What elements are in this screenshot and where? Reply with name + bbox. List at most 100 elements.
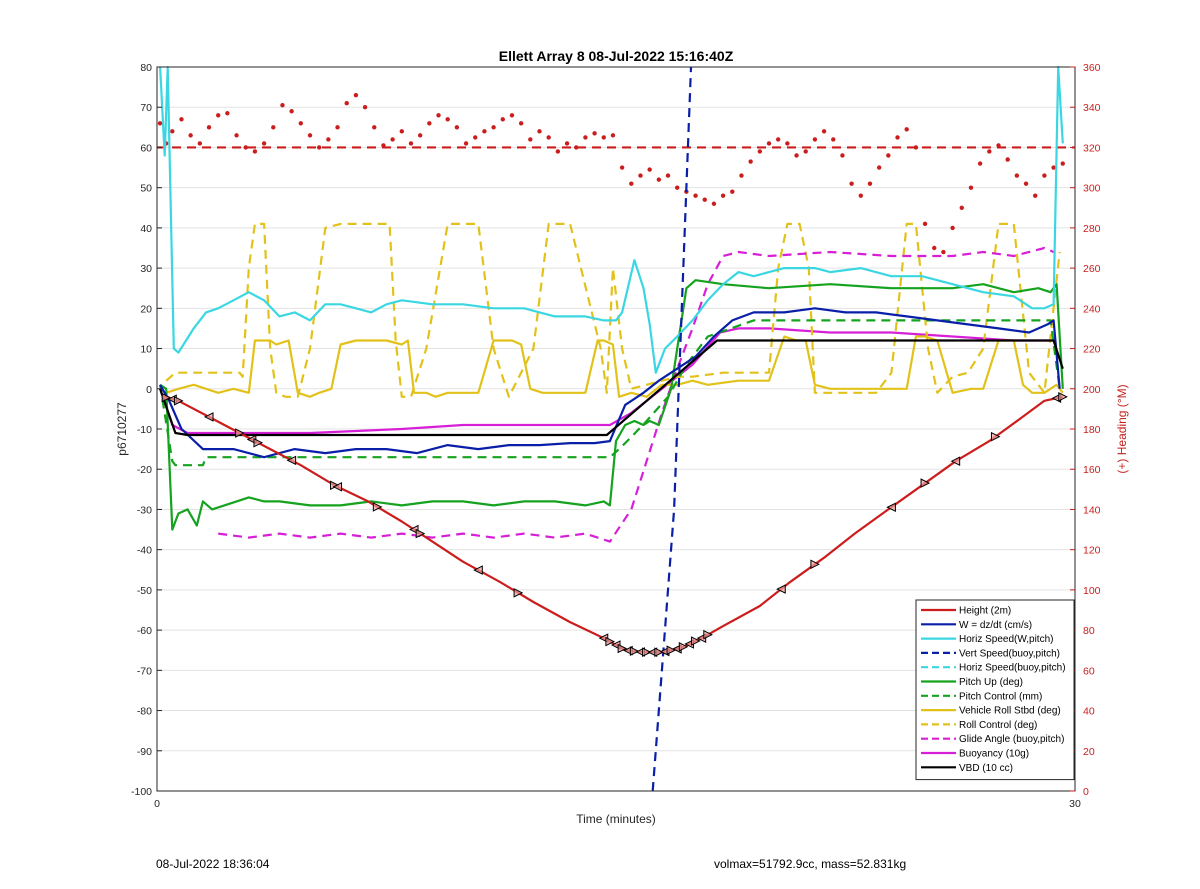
- footer-timestamp: 08-Jul-2022 18:36:04: [156, 857, 270, 871]
- series-line: [165, 222, 1061, 398]
- heading-point: [583, 135, 588, 140]
- legend-box: [915, 599, 1075, 781]
- heading-point: [803, 149, 808, 154]
- bottom-axis-ticks: 0 30: [154, 786, 1081, 810]
- heading-point: [344, 101, 349, 106]
- y-tick-label: -20: [137, 464, 152, 476]
- heading-point: [445, 117, 450, 122]
- height-markers: [161, 392, 1068, 658]
- heading-point: [170, 129, 175, 134]
- right-tick-label: 240: [1083, 303, 1101, 315]
- heading-point: [518, 121, 524, 126]
- y-tick-label: -60: [137, 625, 152, 637]
- legend-label: Buoyancy (10g): [959, 749, 1029, 760]
- y-tick-label: -90: [137, 746, 152, 758]
- right-tick-label: 160: [1083, 464, 1101, 476]
- heading-point: [886, 153, 891, 158]
- y-tick-label: 70: [140, 102, 152, 114]
- heading-point: [629, 181, 634, 186]
- heading-point: [197, 141, 203, 146]
- y-tick-label: -70: [137, 665, 152, 677]
- height-marker: [810, 559, 821, 570]
- heading-point: [1033, 193, 1038, 198]
- heading-point: [271, 125, 276, 130]
- y-tick-label: 40: [140, 223, 152, 235]
- heading-point: [408, 141, 414, 146]
- height-marker: [920, 478, 931, 488]
- legend-label: Glide Angle (buoy,pitch): [959, 734, 1064, 745]
- heading-point: [261, 141, 267, 146]
- series-line: [159, 339, 1064, 437]
- heading-point: [234, 133, 239, 138]
- heading-point: [821, 129, 827, 134]
- heading-point: [610, 133, 616, 138]
- heading-point: [399, 129, 404, 134]
- y-tick-label: -100: [131, 786, 152, 798]
- height-marker: [473, 565, 483, 575]
- right-tick-label: 120: [1083, 545, 1101, 557]
- right-tick-label: 340: [1083, 102, 1101, 114]
- heading-point: [243, 145, 248, 150]
- footer-volmax-mass: volmax=51792.9cc, mass=52.831kg: [714, 857, 907, 871]
- heading-point: [941, 249, 946, 255]
- heading-point: [1042, 173, 1047, 178]
- height-marker: [203, 412, 214, 422]
- heading-point: [987, 149, 992, 154]
- heading-point: [1023, 181, 1029, 186]
- height-marker: [286, 455, 297, 466]
- right-axis-ticks: 0 20 40 60 80 100 120 140 160 180 200 220 240 260 280 3…: [1070, 62, 1101, 798]
- heading-point: [463, 141, 469, 146]
- heading-point: [702, 197, 707, 202]
- heading-point: [280, 103, 285, 108]
- heading-point: [794, 153, 799, 158]
- heading-point: [417, 133, 423, 138]
- heading-point: [913, 145, 919, 150]
- height-marker: [629, 646, 640, 657]
- x-tick-label: 30: [1069, 798, 1081, 810]
- height-marker: [654, 647, 664, 658]
- heading-point: [482, 129, 487, 134]
- heading-point: [968, 185, 974, 190]
- heading-point: [206, 125, 212, 130]
- y-tick-label: -50: [137, 585, 152, 597]
- heading-point: [812, 137, 818, 142]
- height-marker: [332, 481, 343, 492]
- right-tick-label: 260: [1083, 263, 1101, 275]
- height-marker: [990, 431, 1001, 442]
- heading-point: [675, 185, 680, 190]
- right-tick-label: 20: [1083, 746, 1095, 758]
- heading-point: [996, 143, 1001, 148]
- height-marker: [666, 645, 677, 656]
- height-marker: [235, 428, 245, 438]
- heading-point: [1051, 165, 1056, 170]
- heading-point: [720, 193, 726, 198]
- legend-label: W = dz/dt (cm/s): [959, 620, 1032, 631]
- heading-point: [307, 133, 313, 138]
- chart-title: Ellett Array 8 08-Jul-2022 15:16:40Z: [499, 48, 734, 64]
- height-marker: [173, 396, 184, 406]
- heading-point: [555, 149, 561, 154]
- right-tick-label: 280: [1083, 223, 1101, 235]
- height-marker: [253, 437, 264, 448]
- height-marker: [617, 643, 628, 654]
- heading-point: [390, 137, 395, 142]
- heading-point: [601, 135, 606, 140]
- heading-point: [537, 129, 542, 134]
- heading-point: [1005, 157, 1010, 162]
- heading-point: [950, 225, 955, 231]
- right-tick-label: 320: [1083, 142, 1101, 154]
- legend-label: VBD (10 cc): [959, 763, 1013, 774]
- height-marker: [372, 502, 383, 512]
- heading-point: [427, 121, 432, 126]
- right-tick-label: 180: [1083, 424, 1101, 436]
- y-tick-label: 50: [140, 183, 152, 195]
- heading-point: [831, 137, 836, 142]
- legend: Height (2m) W = dz/dt (cm/s) Horiz Speed(W…: [915, 599, 1075, 781]
- legend-label: Vert Speed(buoy,pitch): [959, 648, 1060, 659]
- right-tick-label: 40: [1083, 706, 1095, 718]
- heading-point: [574, 145, 579, 150]
- heading-point: [647, 167, 652, 172]
- heading-point: [932, 245, 937, 251]
- heading-point: [528, 137, 533, 142]
- legend-label: Horiz Speed(buoy,pitch): [959, 663, 1066, 674]
